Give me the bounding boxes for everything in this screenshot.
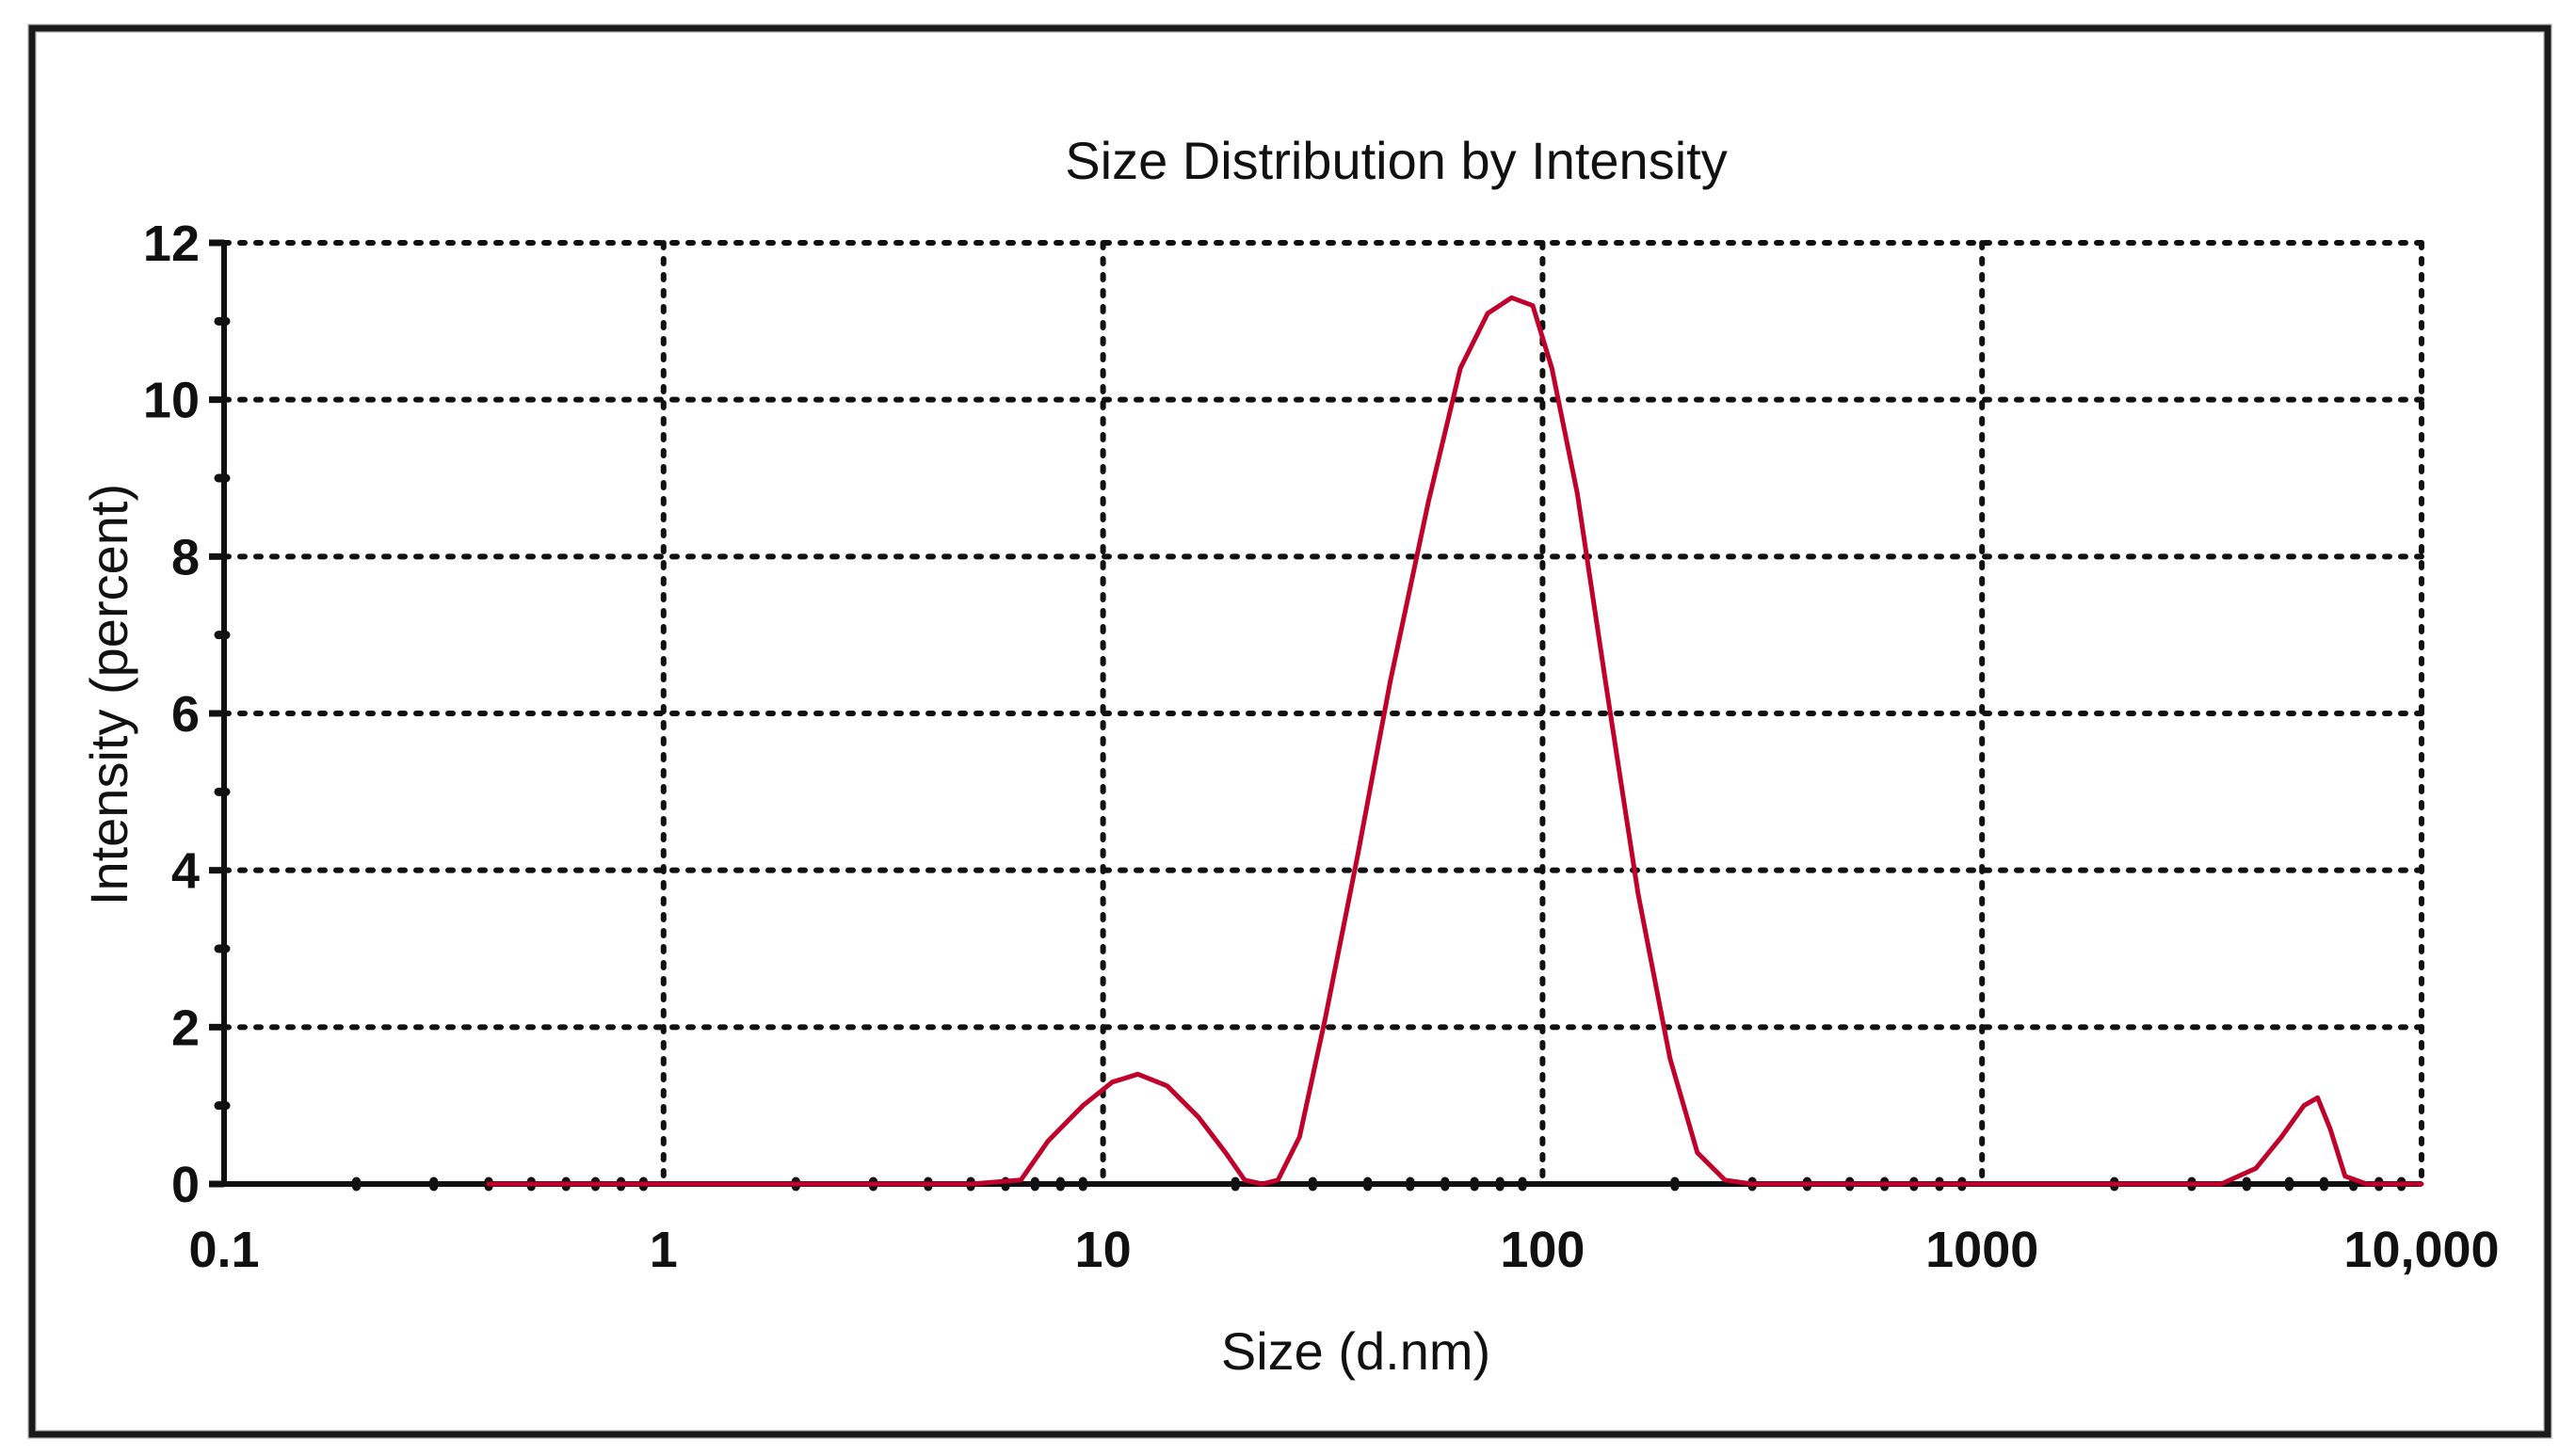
chart-title: Size Distribution by Intensity <box>1065 131 1727 190</box>
data-point <box>2328 1128 2332 1131</box>
data-point <box>1636 892 1640 896</box>
data-point <box>1980 1182 1984 1186</box>
y-tick-labels: 0 2 4 6 8 10 12 <box>143 216 200 1213</box>
grid-lines <box>221 240 2424 1187</box>
data-point <box>1356 853 1360 856</box>
data-point <box>2420 1182 2423 1186</box>
data-point <box>1750 1182 1754 1186</box>
data-point <box>1019 1178 1022 1182</box>
data-point <box>1696 1151 1699 1155</box>
y-tick-label-4: 4 <box>171 843 200 900</box>
data-point <box>1260 1182 1263 1186</box>
data-point <box>2279 1135 2283 1139</box>
y-axis-label: Intensity (percent) <box>79 484 138 905</box>
x-tick-label-1000: 1000 <box>1925 1222 2038 1278</box>
y-tick-label-8: 8 <box>171 529 200 585</box>
x-axis-label: Size (d.nm) <box>1221 1321 1490 1381</box>
x-tick-label-0.1: 0.1 <box>188 1222 259 1278</box>
series-line-0 <box>486 295 2424 1187</box>
data-series <box>486 295 2424 1187</box>
data-point <box>1458 366 1462 370</box>
data-point <box>1323 1017 1327 1021</box>
y-tick-label-2: 2 <box>171 1000 200 1056</box>
data-point <box>1668 1057 1672 1061</box>
y-tick-label-6: 6 <box>171 686 200 743</box>
data-point <box>1509 296 1513 299</box>
y-tick-label-12: 12 <box>143 216 200 272</box>
figure-frame <box>28 24 2551 1438</box>
data-point <box>2343 1175 2347 1178</box>
data-point <box>662 1182 666 1186</box>
data-point <box>2316 1096 2320 1099</box>
data-point <box>1166 1084 1169 1088</box>
data-point <box>1197 1115 1200 1119</box>
data-point <box>1426 500 1430 504</box>
data-point <box>487 1182 491 1186</box>
data-point <box>1276 1178 1279 1182</box>
data-point <box>1389 680 1392 684</box>
data-point <box>2254 1166 2258 1170</box>
data-point <box>1486 312 1489 315</box>
y-tick-label-0: 0 <box>171 1157 200 1213</box>
data-point <box>1531 304 1535 308</box>
data-point <box>969 1182 973 1186</box>
y-tick-label-10: 10 <box>143 373 200 429</box>
data-point <box>2113 1182 2116 1186</box>
data-point <box>1723 1178 1727 1182</box>
data-point <box>1136 1072 1140 1076</box>
data-point <box>2219 1182 2223 1186</box>
data-point <box>1224 1151 1228 1155</box>
x-tick-label-1: 1 <box>650 1222 678 1278</box>
data-point <box>1605 688 1609 692</box>
x-tick-labels: 0.1 1 10 100 1000 10,000 <box>188 1222 2499 1278</box>
data-point <box>872 1182 876 1186</box>
data-point <box>1575 492 1579 496</box>
x-tick-label-10: 10 <box>1075 1222 1132 1278</box>
data-point <box>1110 1080 1114 1084</box>
data-point <box>2302 1104 2306 1108</box>
x-tick-label-10000: 10,000 <box>2343 1222 2499 1278</box>
data-point <box>2365 1182 2369 1186</box>
data-point <box>1081 1104 1085 1108</box>
x-tick-label-100: 100 <box>1500 1222 1585 1278</box>
data-point <box>1046 1139 1050 1143</box>
data-point <box>1297 1135 1301 1139</box>
data-point <box>1550 366 1553 370</box>
data-point <box>1243 1178 1247 1182</box>
data-point <box>1848 1182 1852 1186</box>
